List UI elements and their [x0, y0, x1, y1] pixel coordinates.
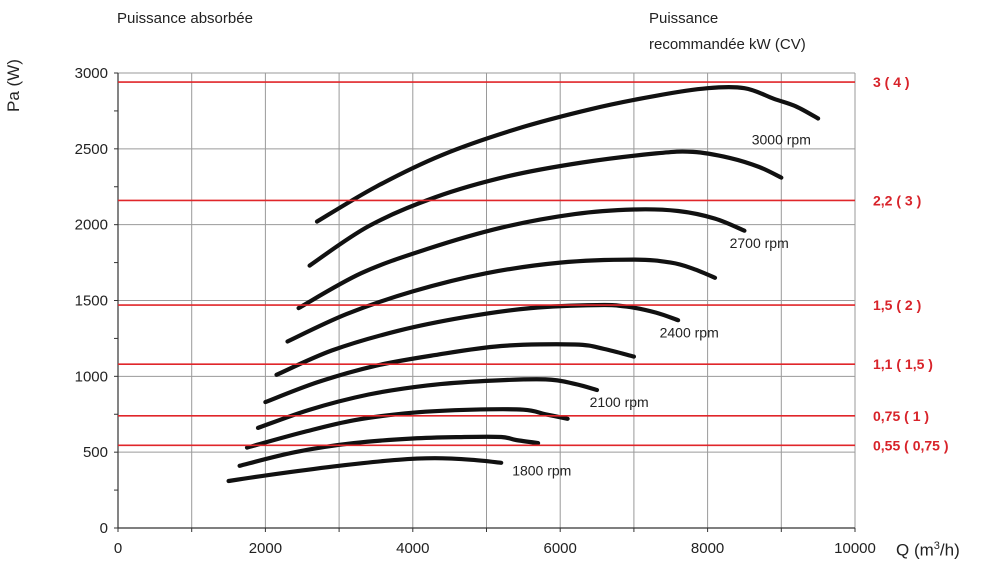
x-tick-label: 10000	[834, 540, 876, 557]
x-axis-label-prefix: Q (m	[896, 540, 934, 560]
x-axis-label-suffix: /h)	[939, 540, 960, 560]
rpm-curve-7	[285, 257, 718, 344]
rpm-curve-2	[237, 434, 541, 468]
power-label-1: 3 ( 4 )	[873, 74, 910, 90]
y-axis-label-text: Pa (W)	[4, 59, 23, 112]
power-label-6: 0,55 ( 0,75 )	[873, 437, 949, 453]
power-label-5: 0,75 ( 1 )	[873, 408, 929, 424]
y-tick-label: 2500	[75, 141, 108, 158]
rpm-curve-6	[274, 302, 681, 377]
rpm-label-1: 1800 rpm	[512, 462, 571, 478]
x-tick-label: 0	[114, 540, 122, 557]
rpm-curve-8	[296, 207, 747, 311]
tick-labels: 0 500 1000 1500 2000 2500 3000 0 2000 4000 6000 800…	[75, 65, 876, 557]
x-tick-label: 2000	[249, 540, 282, 557]
rpm-curve-1	[226, 456, 504, 484]
power-label-3: 1,5 ( 2 )	[873, 297, 921, 313]
y-tick-label: 1000	[75, 368, 108, 385]
power-lines: 3 ( 4 ) 2,2 ( 3 ) 1,5 ( 2 ) 1,1 ( 1,5 ) 0,75…	[118, 74, 949, 453]
rpm-labels: 1800 rpm 2100 rpm 2400 rpm 2700 rpm 3000 rpm	[512, 132, 811, 479]
right-title-line1: Puissance	[649, 10, 719, 27]
rpm-curve-3	[244, 407, 570, 450]
rpm-label-4: 2700 rpm	[730, 235, 789, 251]
y-tick-label: 3000	[75, 65, 108, 82]
y-tick-label: 500	[83, 444, 108, 461]
rpm-curve-9	[307, 149, 784, 268]
left-title: Puissance absorbée	[117, 10, 253, 27]
rpm-curve-4	[255, 377, 600, 430]
rpm-label-3: 2400 rpm	[660, 324, 719, 340]
x-axis-label: Q (m3/h)	[896, 540, 960, 561]
y-tick-label: 2000	[75, 217, 108, 234]
right-title-line2: recommandée kW (CV)	[649, 36, 806, 53]
power-label-2: 2,2 ( 3 )	[873, 192, 921, 208]
rpm-curve-10	[314, 84, 821, 224]
x-tick-label: 8000	[691, 540, 724, 557]
x-axis-label-sup: 3	[933, 540, 940, 552]
y-tick-label: 0	[100, 520, 108, 537]
x-tick-label: 6000	[544, 540, 577, 557]
y-axis-label: Pa (W)	[4, 59, 24, 112]
rpm-curve-5	[263, 342, 636, 405]
x-tick-label: 4000	[396, 540, 429, 557]
y-tick-label: 1500	[75, 293, 108, 310]
axes	[114, 72, 856, 532]
power-label-4: 1,1 ( 1,5 )	[873, 356, 933, 372]
rpm-curves	[226, 84, 821, 484]
rpm-label-5: 3000 rpm	[752, 132, 811, 148]
rpm-label-2: 2100 rpm	[590, 394, 649, 410]
